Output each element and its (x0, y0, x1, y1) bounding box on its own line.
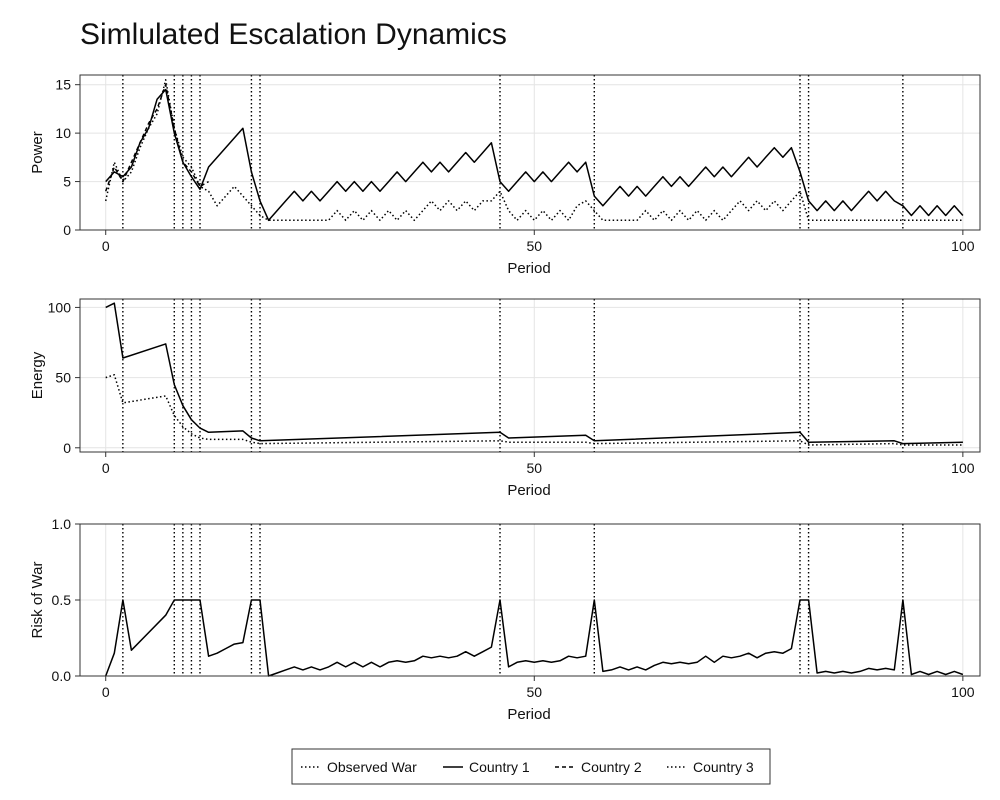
plot-frame (79, 74, 981, 231)
y-tick-label: 100 (48, 299, 72, 315)
y-axis-label: Risk of War (29, 562, 46, 639)
y-tick-label: 0.5 (52, 592, 72, 608)
legend-entry-observed-war: Observed War (301, 759, 417, 775)
x-tick-label: 100 (951, 460, 975, 476)
chart-title: Simlulated Escalation Dynamics (80, 18, 507, 51)
legend-entry-country-3: Country 3 (667, 759, 754, 775)
y-axis-label: Power (29, 131, 46, 174)
x-tick-label: 0 (102, 684, 110, 700)
y-tick-label: 1.0 (52, 516, 72, 532)
legend-label-observed-war: Observed War (327, 759, 417, 775)
x-axis-label: Period (507, 482, 550, 499)
series-country-3-line (105, 374, 963, 446)
x-tick-label: 50 (526, 460, 542, 476)
y-tick-label: 10 (55, 125, 71, 141)
legend-label-country-1: Country 1 (469, 759, 530, 775)
energy-panel: 0 50 100 0 50 100 Period Energy (29, 298, 981, 499)
series-country-1-line (105, 88, 964, 222)
y-axis-label: Energy (29, 351, 46, 399)
x-tick-label: 0 (102, 238, 110, 254)
x-tick-label: 100 (951, 238, 975, 254)
y-tick-label: 0 (63, 222, 71, 238)
x-axis-label: Period (507, 706, 550, 723)
plot-frame (79, 298, 981, 453)
x-tick-label: 50 (526, 684, 542, 700)
series-country-1-line (105, 302, 963, 445)
legend-label-country-2: Country 2 (581, 759, 642, 775)
power-panel: 0 50 100 0 5 10 15 Period Power (29, 74, 981, 277)
series-country-3-line (104, 79, 963, 222)
y-tick-label: 0.0 (52, 668, 72, 684)
legend-entry-country-2: Country 2 (555, 759, 642, 775)
risk-panel: 0 50 100 0.0 0.5 1.0 Period Risk of War (29, 516, 981, 723)
legend-box (291, 748, 771, 785)
x-tick-label: 0 (102, 460, 110, 476)
legend-label-country-3: Country 3 (693, 759, 754, 775)
x-tick-label: 100 (951, 684, 975, 700)
y-tick-label: 5 (63, 174, 71, 190)
y-tick-label: 15 (55, 77, 71, 93)
y-tick-label: 50 (55, 370, 71, 386)
legend-entry-country-1: Country 1 (443, 759, 530, 775)
x-axis-label: Period (507, 260, 550, 277)
legend: Observed War Country 1 Country 2 Country… (291, 748, 771, 785)
y-tick-label: 0 (63, 440, 71, 456)
x-tick-label: 50 (526, 238, 542, 254)
